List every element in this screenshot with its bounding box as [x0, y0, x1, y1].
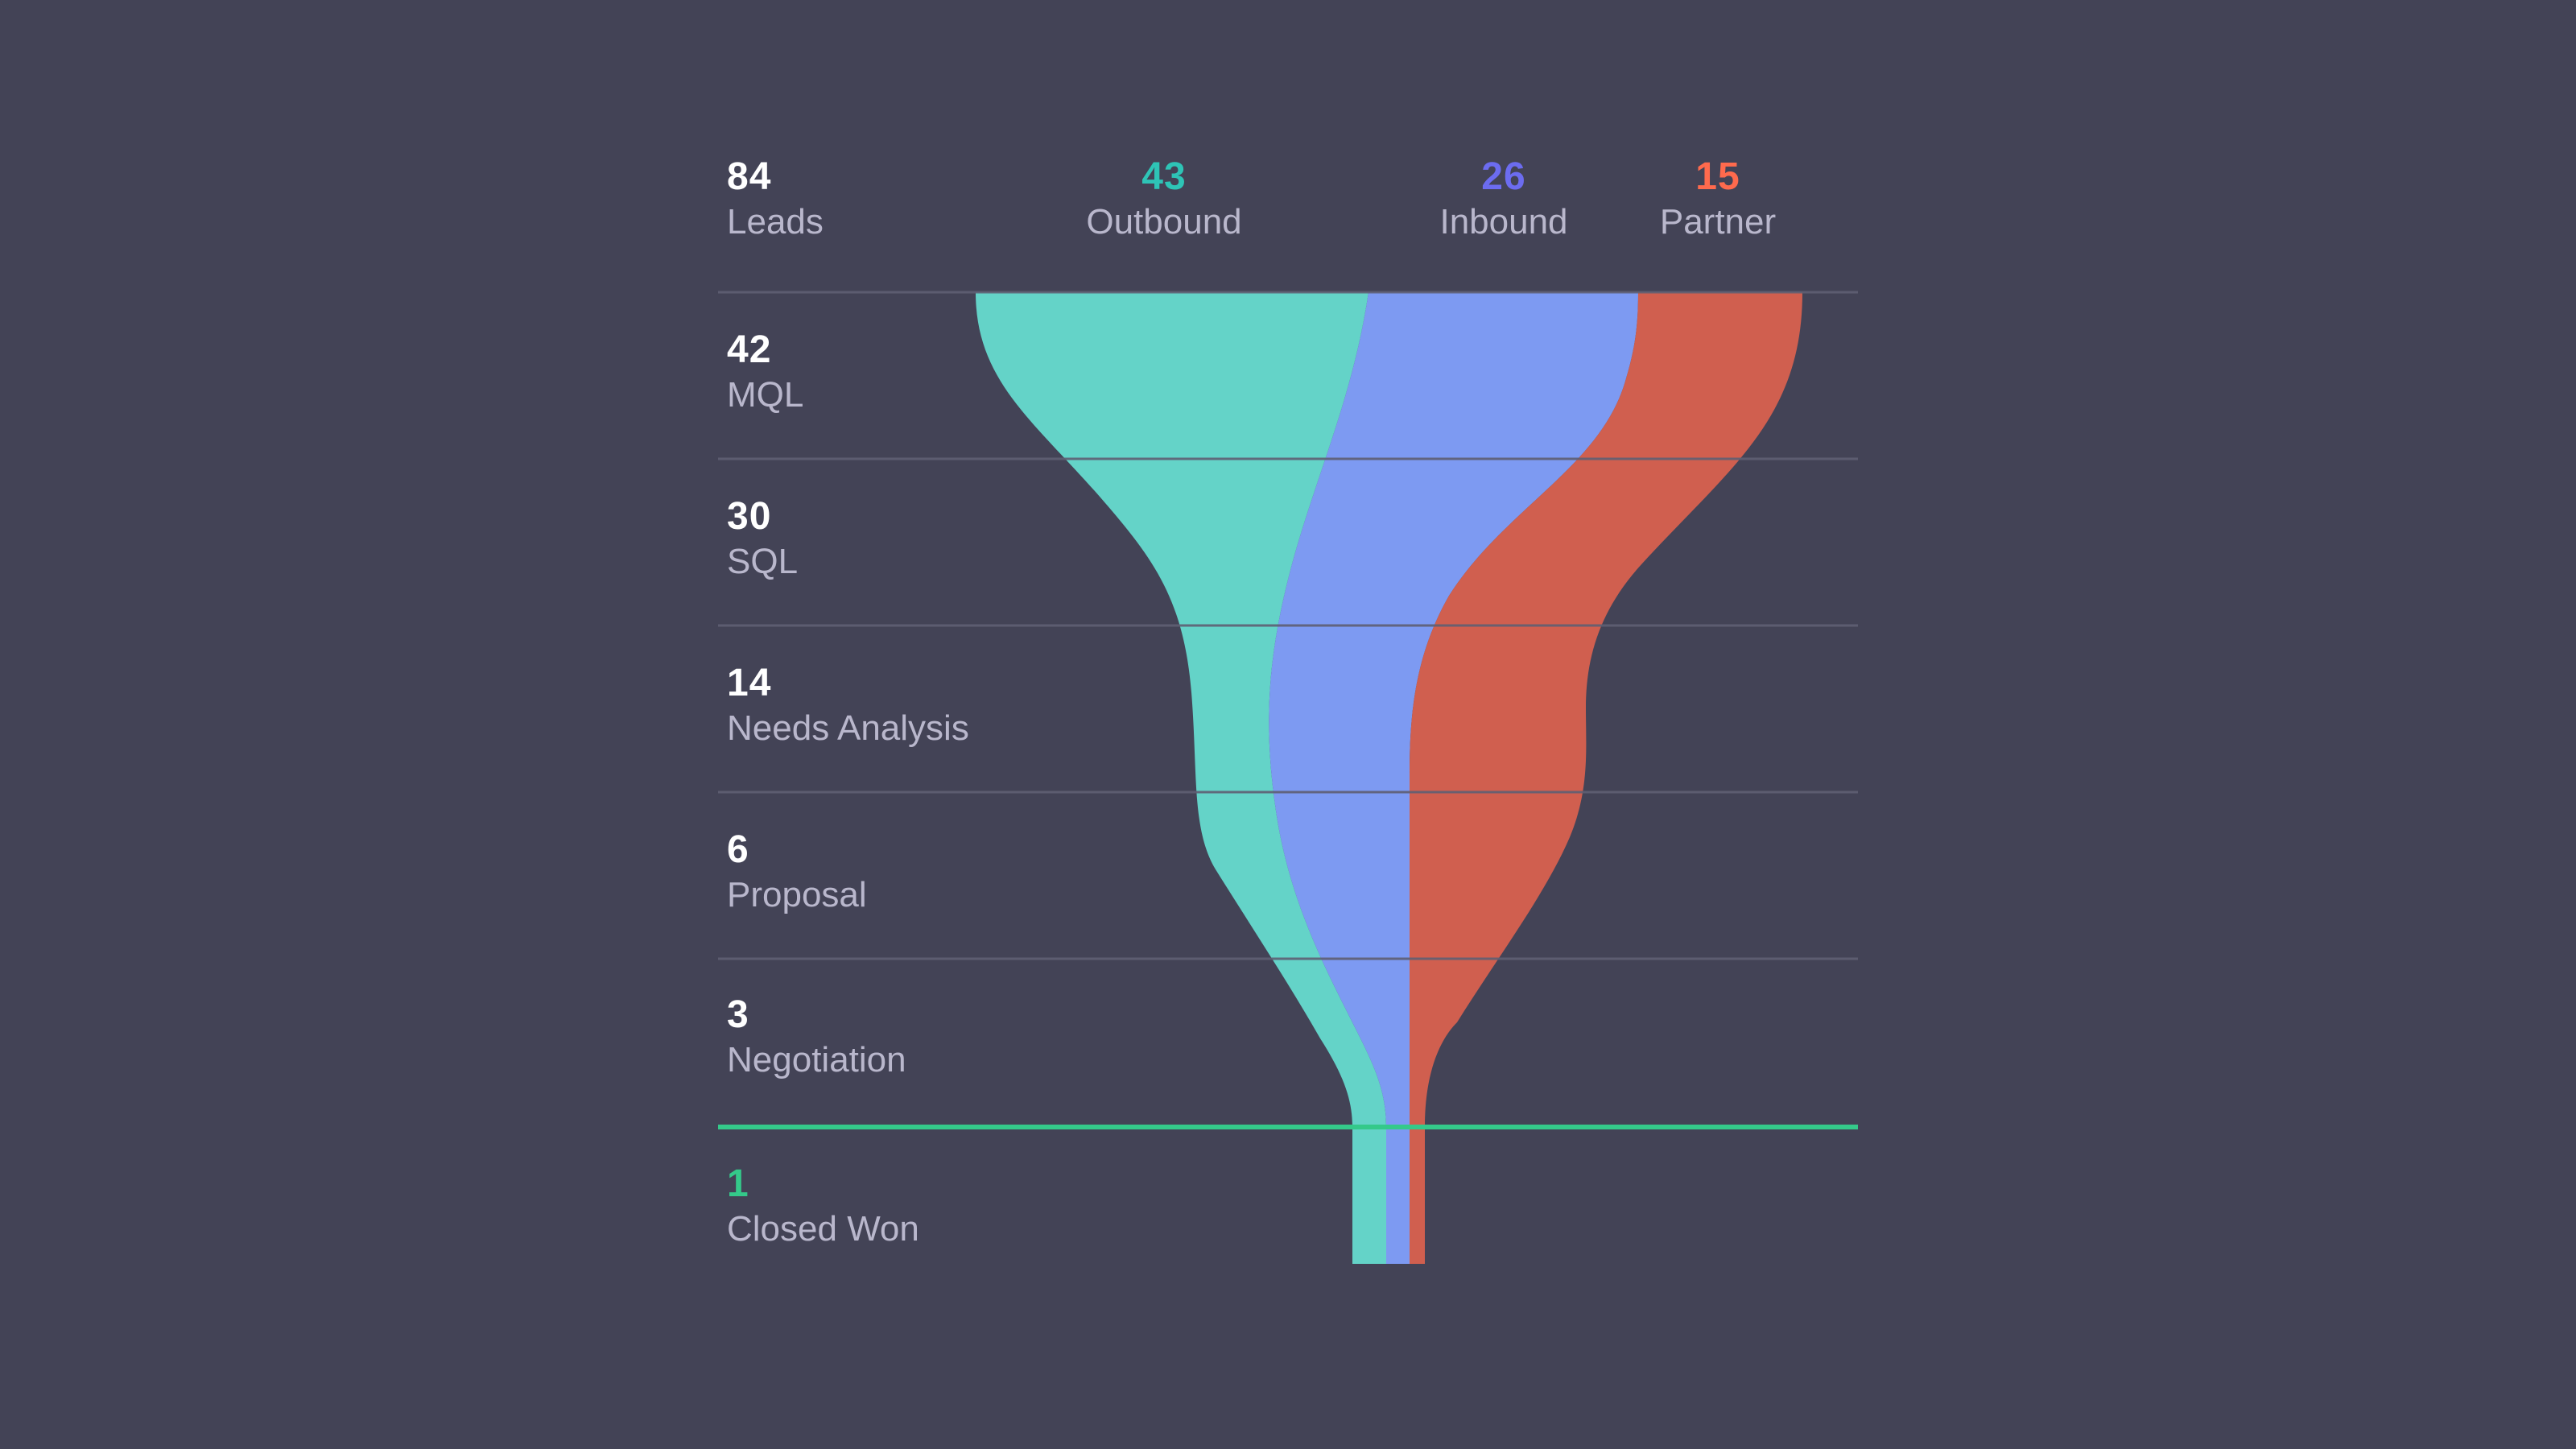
outbound-label: Outbound	[1086, 202, 1242, 242]
stage-gridlines	[718, 291, 1858, 960]
stage-label: Needs Analysis	[727, 708, 969, 748]
stage-needs-analysis: 14 Needs Analysis	[727, 661, 969, 751]
stage-label: Proposal	[727, 875, 867, 914]
inbound-stream	[1269, 292, 1638, 1264]
stage-negotiation: 3 Negotiation	[727, 993, 906, 1083]
inbound-value: 26	[1481, 155, 1526, 198]
partner-label: Partner	[1659, 202, 1777, 242]
inbound-label: Inbound	[1439, 202, 1568, 242]
stage-proposal: 6 Proposal	[727, 828, 867, 918]
stage-sql: 30 SQL	[727, 494, 798, 584]
stage-value: 3	[727, 993, 749, 1036]
stage-mql: 42 MQL	[727, 328, 803, 418]
stage-label: Negotiation	[727, 1040, 906, 1080]
stage-value: 6	[727, 828, 749, 871]
stage-value: 1	[727, 1162, 749, 1205]
outbound-stream	[976, 292, 1386, 1264]
header-source-inbound: 26 Inbound	[1439, 155, 1567, 245]
header-source-outbound: 43 Outbound	[1086, 155, 1241, 245]
header-total: 84 Leads	[727, 155, 824, 245]
partner-value: 15	[1695, 155, 1740, 198]
partner-stream	[1410, 292, 1802, 1264]
stage-value: 42	[727, 328, 772, 371]
stage-label: Closed Won	[727, 1209, 919, 1249]
stage-label: MQL	[727, 375, 804, 415]
stage-label: SQL	[727, 542, 799, 581]
outbound-value: 43	[1141, 155, 1187, 198]
total-leads-value: 84	[727, 155, 772, 198]
stage-value: 14	[727, 662, 772, 704]
stage-value: 30	[727, 495, 772, 538]
header-source-partner: 15 Partner	[1660, 155, 1776, 245]
total-leads-label: Leads	[727, 202, 824, 242]
stage-closed-won: 1 Closed Won	[727, 1162, 919, 1252]
